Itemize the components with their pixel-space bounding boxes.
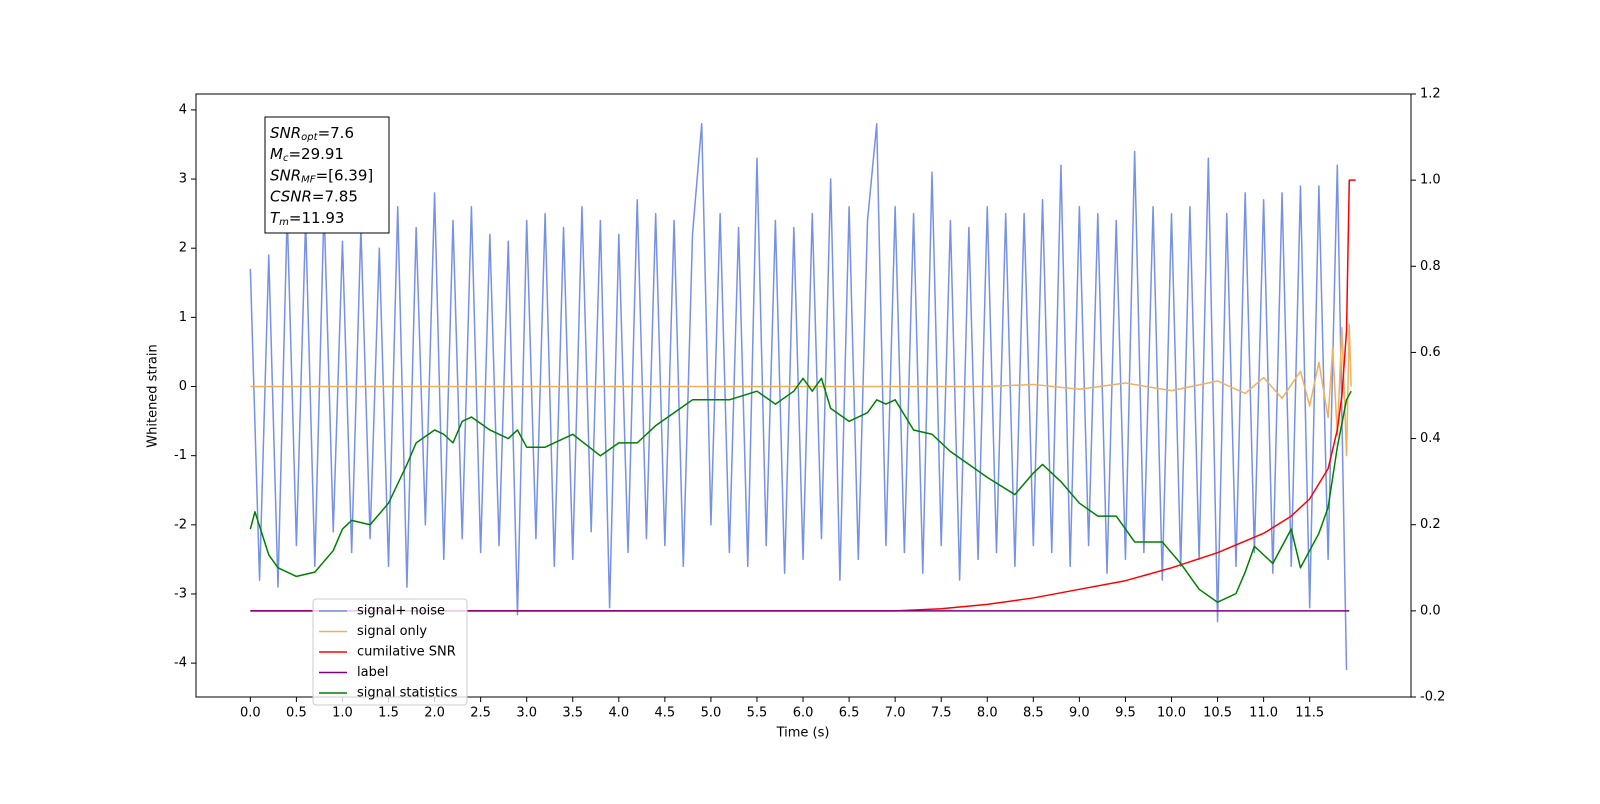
annotation: Tm=11.93 <box>270 208 344 228</box>
x-tick-label: 10.5 <box>1203 706 1232 721</box>
legend-label: signal statistics <box>357 686 458 701</box>
legend-label: label <box>357 665 388 680</box>
x-tick-label: 3.0 <box>516 706 537 721</box>
y2-tick-label: 0.6 <box>1420 345 1441 360</box>
annotation: CSNR=7.85 <box>270 187 358 205</box>
annotation-subscript: opt <box>301 132 318 143</box>
annotation-box: SNRopt=7.6Mc=29.91SNRMF=[6.39]CSNR=7.85T… <box>264 116 390 234</box>
x-tick-label: 4.5 <box>655 706 676 721</box>
y2-tick-label: 1.0 <box>1420 173 1441 188</box>
annotation-symbol: CSNR <box>270 187 312 205</box>
y-tick-label: -1 <box>174 448 187 463</box>
annotation-symbol: T <box>270 208 281 226</box>
legend-label: signal+ noise <box>357 604 445 619</box>
legend-label: signal only <box>357 624 427 639</box>
y2-tick-label: 0.8 <box>1420 259 1441 274</box>
y-axis-label: Whitened strain <box>146 344 161 447</box>
legend-label: cumilative SNR <box>357 645 456 660</box>
x-tick-label: 7.0 <box>885 706 906 721</box>
y2-tick-label: -0.2 <box>1420 690 1445 705</box>
x-axis-label: Time (s) <box>776 726 830 741</box>
y2-tick-label: 0.4 <box>1420 431 1441 446</box>
legend: signal+ noise signal only cumilative SNR la… <box>312 598 468 706</box>
x-tick-label: 2.5 <box>470 706 491 721</box>
annotation-value: =7.85 <box>312 187 358 205</box>
annotation-symbol: M <box>270 145 283 163</box>
annotation-symbol: SNR <box>270 124 301 142</box>
series-line <box>249 377 1352 603</box>
y2-tick-label: 1.2 <box>1420 87 1441 102</box>
legend-frame <box>312 598 468 706</box>
annotation: Mc=29.91 <box>270 145 344 165</box>
annotation-symbol: SNR <box>270 166 301 184</box>
x-tick-label: 10.0 <box>1157 706 1186 721</box>
x-tick-label: 1.5 <box>378 706 399 721</box>
x-tick-label: 11.0 <box>1249 706 1278 721</box>
annotation-value: =[6.39] <box>316 166 374 184</box>
annotation-value: =29.91 <box>288 145 344 163</box>
x-tick-label: 8.5 <box>1023 706 1044 721</box>
y2-tick-label: 0.0 <box>1420 603 1441 618</box>
x-tick-label: 11.5 <box>1295 706 1324 721</box>
series-line <box>250 179 1356 612</box>
plot-area <box>249 122 1356 671</box>
x-tick-label: 9.0 <box>1069 706 1090 721</box>
x-tick-label: 0.5 <box>286 706 307 721</box>
annotation: SNRMF=[6.39] <box>270 166 373 186</box>
x-tick-label: 3.5 <box>562 706 583 721</box>
x-tick-label: 6.0 <box>793 706 814 721</box>
y-tick-label: 0 <box>179 379 187 394</box>
annotation: SNRopt=7.6 <box>270 124 354 144</box>
series-line <box>249 122 1348 671</box>
y-tick-label: -4 <box>174 656 187 671</box>
series-line <box>250 323 1352 457</box>
x-tick-label: 0.0 <box>240 706 261 721</box>
y2-tick-label: 0.2 <box>1420 517 1441 532</box>
x-tick-label: 7.5 <box>931 706 952 721</box>
annotation-value: =11.93 <box>289 208 345 226</box>
y-tick-label: 3 <box>179 172 187 187</box>
y-tick-label: -3 <box>174 586 187 601</box>
annotation-subscript: m <box>279 217 289 228</box>
y-tick-label: -2 <box>174 517 187 532</box>
x-tick-label: 8.0 <box>977 706 998 721</box>
x-tick-label: 5.0 <box>701 706 722 721</box>
annotation-subscript: MF <box>301 174 316 185</box>
y-tick-label: 4 <box>179 102 187 117</box>
x-tick-label: 6.5 <box>839 706 860 721</box>
y-tick-label: 1 <box>179 310 187 325</box>
x-tick-label: 4.0 <box>608 706 629 721</box>
x-tick-label: 9.5 <box>1115 706 1136 721</box>
annotation-subscript: c <box>283 153 289 164</box>
x-tick-label: 2.0 <box>424 706 445 721</box>
y-tick-label: 2 <box>179 241 187 256</box>
annotation-frame <box>264 116 390 234</box>
annotation-value: =7.6 <box>318 124 354 142</box>
x-tick-label: 1.0 <box>332 706 353 721</box>
x-tick-label: 5.5 <box>747 706 768 721</box>
